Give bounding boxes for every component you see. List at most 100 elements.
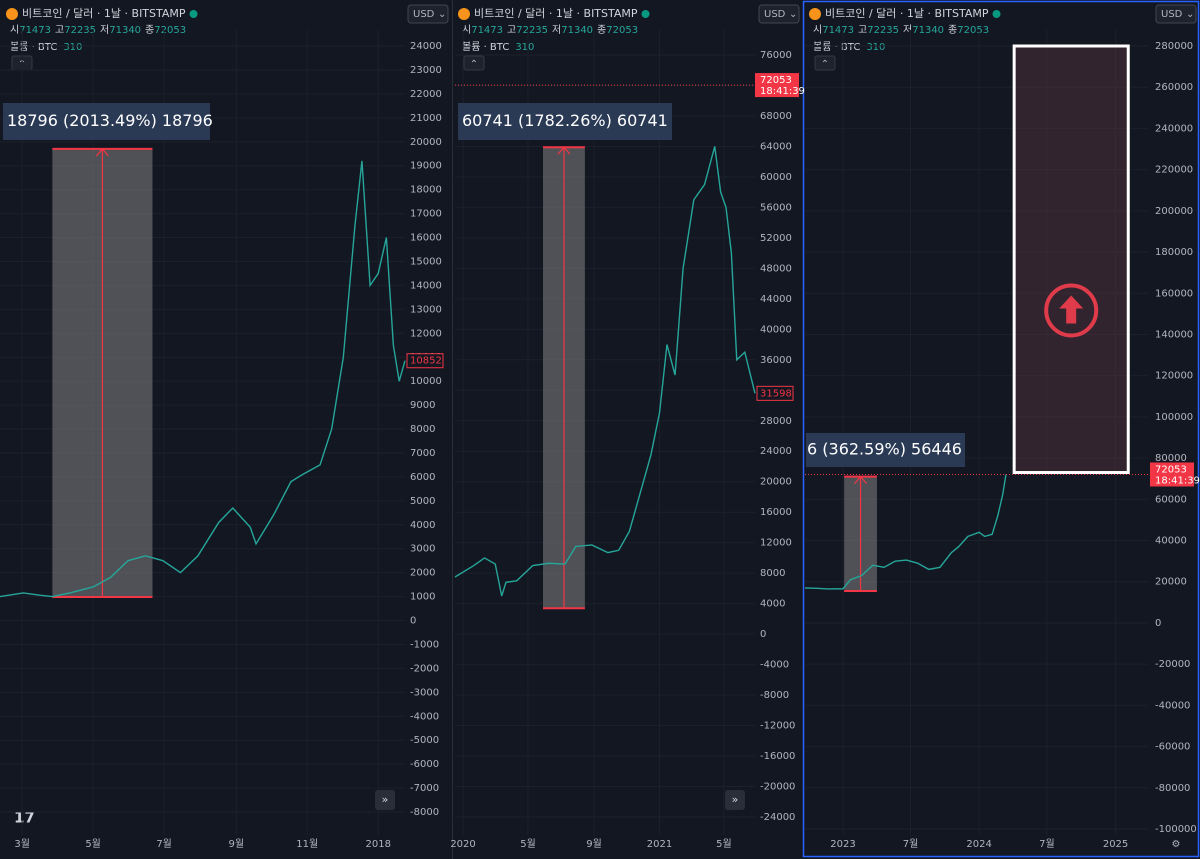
scroll-button[interactable] [375, 790, 395, 810]
y-tick-label: -8000 [410, 807, 439, 818]
y-tick-label: 240000 [1155, 123, 1193, 134]
y-tick-label: -3000 [410, 687, 439, 698]
y-tick-label: -7000 [410, 783, 439, 794]
close-badge [756, 385, 794, 401]
y-tick-label: 260000 [1155, 82, 1193, 93]
y-tick-label: 8000 [410, 424, 435, 435]
x-tick-label: 7월 [903, 838, 919, 850]
x-tick-label: 7월 [1039, 838, 1055, 850]
ohlc-label: 시 [462, 24, 471, 36]
y-tick-label: 36000 [760, 355, 792, 366]
y-tick-label: 12000 [760, 538, 792, 549]
ohlc-label: 고 [507, 25, 516, 36]
volume-value: 310 [515, 42, 534, 53]
ohlc-value: 72053 [154, 25, 186, 36]
scroll-button[interactable] [725, 790, 745, 810]
y-tick-label: 22000 [410, 89, 442, 100]
y-tick-label: -24000 [760, 812, 795, 823]
y-tick-label: 17000 [410, 209, 442, 220]
price-line [454, 146, 756, 597]
collapse-icon: ⌃ [821, 59, 829, 70]
y-tick-label: 100000 [1155, 412, 1193, 423]
currency-label: USD [413, 9, 435, 20]
volume-label: 볼륨 · BTC [10, 41, 57, 53]
currency-button[interactable] [407, 4, 449, 24]
currency-label: USD [764, 9, 786, 20]
last-time-label: 18:41:39 [760, 86, 805, 97]
active-panel-border [802, 0, 1200, 858]
collapse-icon: ⌃ [470, 59, 478, 70]
ohlc-label: 종 [597, 24, 606, 36]
y-tick-label: 68000 [760, 111, 792, 122]
dropdown-caret: ⌄ [438, 9, 446, 20]
dropdown-caret: ⌄ [789, 9, 797, 20]
price-line [804, 474, 1007, 590]
x-tick-label: 5월 [520, 838, 536, 850]
y-tick-label: -80000 [1155, 783, 1190, 794]
currency-button[interactable] [1155, 4, 1197, 24]
measure-label-box [458, 103, 672, 140]
y-tick-label: 4000 [760, 599, 785, 610]
y-tick-label: 21000 [410, 113, 442, 124]
y-tick-label: -16000 [760, 751, 795, 762]
ohlc-value: 71340 [912, 25, 944, 36]
ohlc-value: 71340 [561, 25, 593, 36]
volume-label: 볼륨 · BTC [462, 41, 509, 53]
measure-arrowhead [854, 475, 868, 485]
volume-label: 볼륨 · BTC [813, 41, 860, 53]
ohlc-value: 71473 [822, 25, 854, 36]
y-tick-label: 56000 [760, 202, 792, 213]
ohlc-label: 저 [552, 24, 561, 36]
y-tick-label: 24000 [410, 41, 442, 52]
ohlc-label: 고 [858, 25, 867, 36]
symbol-name: 비트코인 / 달러 · 1날 · BITSTAMP [474, 7, 638, 20]
ohlc-value: 72235 [516, 25, 548, 36]
scroll-icon: » [382, 793, 389, 806]
y-tick-label: -2000 [410, 663, 439, 674]
y-tick-label: 40000 [760, 324, 792, 335]
y-tick-label: -4000 [410, 711, 439, 722]
y-tick-label: 10000 [410, 376, 442, 387]
target-box [1012, 44, 1130, 475]
y-tick-label: 40000 [1155, 536, 1187, 547]
x-tick-label: 2020 [450, 839, 475, 850]
ohlc-label: 고 [55, 25, 64, 36]
collapse-button[interactable] [463, 55, 485, 71]
x-tick-label: 2025 [1103, 839, 1128, 850]
measure-arrowhead [557, 146, 571, 155]
status-dot [641, 10, 650, 18]
y-tick-label: 120000 [1155, 371, 1193, 382]
y-tick-label: 12000 [410, 328, 442, 339]
y-tick-label: 160000 [1155, 288, 1193, 299]
x-tick-label: 9월 [586, 838, 602, 850]
volume-value: 310 [866, 42, 885, 53]
measure-label: 18796 (2013.49%) 18796 [7, 111, 213, 130]
ohlc-value: 72235 [867, 25, 899, 36]
measure-label: 6 (362.59%) 56446 [807, 440, 962, 459]
currency-button[interactable] [758, 4, 800, 24]
symbol-icon [458, 8, 470, 20]
scroll-icon: » [732, 793, 739, 806]
ohlc-value: 71473 [19, 25, 51, 36]
x-tick-label: 2023 [830, 839, 855, 850]
y-tick-label: 0 [410, 616, 416, 627]
measure-label-box [806, 433, 965, 467]
y-tick-label: 220000 [1155, 165, 1193, 176]
collapse-button[interactable] [814, 55, 836, 71]
ohlc-label: 저 [903, 24, 912, 36]
ohlc-value: 71340 [109, 25, 141, 36]
up-icon-arrow [1059, 295, 1084, 324]
y-tick-label: 20000 [410, 137, 442, 148]
y-tick-label: -6000 [410, 759, 439, 770]
close-badge-label: 10852 [410, 356, 442, 367]
x-tick-label: 3월 [14, 838, 30, 850]
tv-logo: 17 [14, 809, 35, 827]
dropdown-caret: ⌄ [1186, 9, 1194, 20]
y-tick-label: -4000 [760, 660, 789, 671]
y-tick-label: 13000 [410, 304, 442, 315]
y-tick-label: 28000 [760, 416, 792, 427]
y-tick-label: 200000 [1155, 206, 1193, 217]
x-tick-label: 11월 [296, 838, 318, 850]
y-tick-label: -40000 [1155, 700, 1190, 711]
